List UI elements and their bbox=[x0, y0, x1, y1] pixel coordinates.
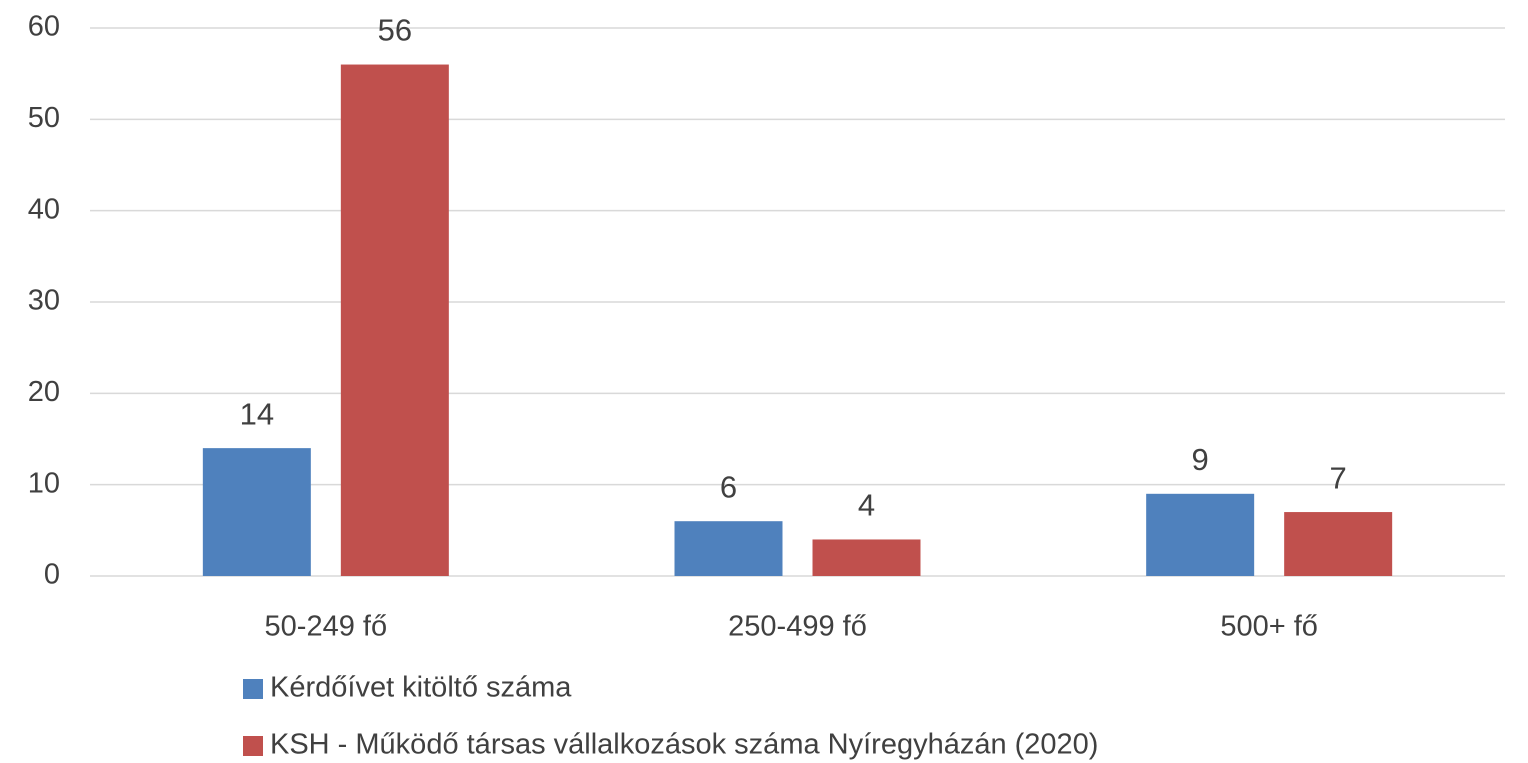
legend-swatch bbox=[243, 736, 263, 756]
data-label: 14 bbox=[240, 396, 274, 431]
bar bbox=[1146, 493, 1255, 576]
data-label: 9 bbox=[1192, 442, 1209, 477]
x-tick-label: 250-499 fő bbox=[728, 611, 867, 643]
x-tick-label: 50-249 fő bbox=[265, 611, 388, 643]
bar bbox=[202, 448, 311, 576]
y-tick-label: 40 bbox=[28, 193, 60, 225]
legend-label: Kérdőívet kitöltő száma bbox=[270, 672, 572, 704]
y-tick-label: 30 bbox=[28, 285, 60, 317]
y-tick-label: 20 bbox=[28, 376, 60, 408]
data-label: 56 bbox=[378, 13, 412, 48]
y-tick-label: 10 bbox=[28, 467, 60, 499]
y-tick-label: 60 bbox=[28, 11, 60, 43]
data-label: 4 bbox=[858, 488, 875, 523]
y-tick-label: 0 bbox=[44, 559, 60, 591]
legend-swatch bbox=[243, 679, 263, 699]
x-tick-label: 500+ fő bbox=[1220, 611, 1318, 643]
y-tick-label: 50 bbox=[28, 102, 60, 134]
bar bbox=[340, 64, 449, 577]
data-label: 7 bbox=[1330, 460, 1347, 495]
bar bbox=[1284, 512, 1393, 576]
bar bbox=[674, 521, 783, 576]
data-label: 6 bbox=[720, 469, 737, 504]
legend-label: KSH - Működő társas vállalkozások száma … bbox=[270, 729, 1098, 761]
bar bbox=[812, 539, 921, 576]
